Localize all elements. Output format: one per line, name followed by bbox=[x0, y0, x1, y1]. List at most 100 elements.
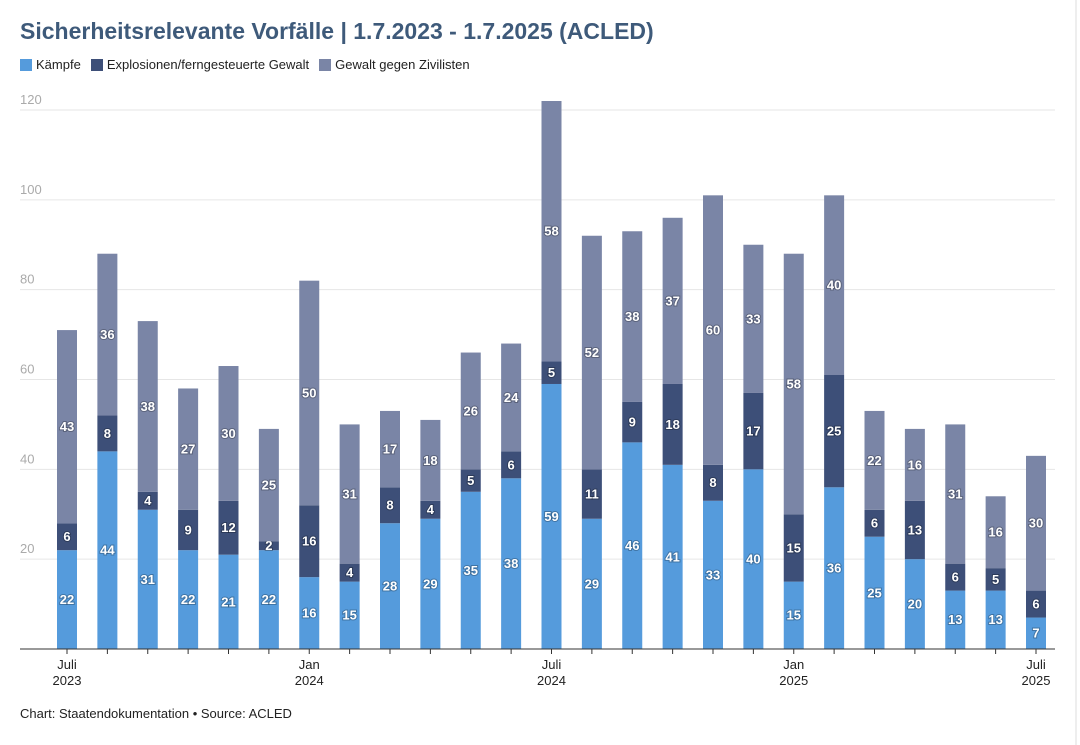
bar-segment bbox=[945, 563, 966, 591]
data-label: 25 bbox=[262, 477, 276, 492]
bar-segment bbox=[864, 410, 885, 510]
legend-item: Explosionen/ferngesteuerte Gewalt bbox=[90, 57, 309, 72]
bar-segment bbox=[218, 500, 239, 555]
data-label: 8 bbox=[709, 475, 716, 490]
data-label: 38 bbox=[141, 399, 155, 414]
bar-segment bbox=[622, 442, 643, 649]
data-label: 13 bbox=[988, 612, 1002, 627]
x-tick-label: Juli 2024 bbox=[537, 657, 566, 688]
data-label: 41 bbox=[665, 549, 679, 564]
data-label: 5 bbox=[992, 572, 999, 587]
bar-segment bbox=[541, 383, 562, 649]
data-label: 18 bbox=[665, 417, 679, 432]
data-label: 6 bbox=[871, 516, 878, 531]
bar-segment bbox=[1026, 590, 1046, 618]
bar-segment bbox=[339, 581, 360, 649]
bar-segment bbox=[864, 536, 885, 649]
data-label: 52 bbox=[585, 345, 599, 360]
data-label: 28 bbox=[383, 579, 397, 594]
bar-segment bbox=[783, 253, 804, 515]
data-label: 31 bbox=[141, 572, 155, 587]
data-label: 33 bbox=[746, 311, 760, 326]
y-tick-label: 80 bbox=[20, 272, 34, 287]
bar-segment bbox=[743, 392, 764, 470]
bar-segment bbox=[218, 366, 239, 501]
data-label: 30 bbox=[221, 426, 235, 441]
data-label: 12 bbox=[221, 520, 235, 535]
data-label: 40 bbox=[827, 278, 841, 293]
bar-segment bbox=[258, 541, 279, 551]
bar-segment bbox=[339, 563, 360, 582]
bar-segment bbox=[501, 478, 522, 649]
bar-segment bbox=[743, 244, 764, 393]
legend-swatch bbox=[319, 58, 332, 71]
data-label: 21 bbox=[221, 594, 235, 609]
bar-segment bbox=[581, 469, 602, 519]
bar-segment bbox=[703, 500, 723, 649]
data-label: 25 bbox=[867, 585, 881, 600]
data-label: 4 bbox=[144, 493, 152, 508]
legend: Kämpfe Explosionen/ferngesteuerte Gewalt G… bbox=[20, 57, 470, 72]
chart-title: Sicherheitsrelevante Vorfälle | 1.7.2023… bbox=[20, 18, 654, 44]
bar-segment bbox=[380, 523, 400, 649]
bar-segment bbox=[460, 491, 481, 649]
data-label: 13 bbox=[908, 522, 922, 537]
data-label: 16 bbox=[988, 525, 1002, 540]
data-label: 4 bbox=[427, 502, 435, 517]
bar-segment bbox=[299, 280, 320, 506]
y-tick-label: 20 bbox=[20, 541, 34, 556]
data-label: 11 bbox=[585, 486, 599, 501]
legend-label: Kämpfe bbox=[36, 57, 81, 72]
bar-segment bbox=[501, 451, 522, 479]
bar-segment bbox=[460, 469, 481, 492]
legend-swatch bbox=[20, 58, 32, 71]
bar-segment bbox=[581, 518, 602, 649]
bar-segment bbox=[178, 388, 199, 510]
bar-segment bbox=[864, 509, 885, 537]
bar-segment bbox=[904, 428, 925, 501]
data-label: 36 bbox=[100, 327, 114, 342]
data-label: 22 bbox=[60, 592, 74, 607]
bar-segment bbox=[824, 195, 845, 375]
bar-segment bbox=[662, 383, 683, 465]
legend-item: Kämpfe bbox=[20, 57, 81, 72]
legend-swatch bbox=[90, 58, 103, 71]
x-tick-label: Jan 2024 bbox=[294, 657, 324, 688]
data-label: 38 bbox=[625, 309, 639, 324]
footer: Chart: Staatendokumentation • Source: AC… bbox=[20, 706, 292, 721]
data-label: 17 bbox=[383, 442, 397, 457]
data-label: 6 bbox=[508, 457, 515, 472]
data-label: 4 bbox=[346, 565, 354, 580]
bar-segment bbox=[904, 500, 925, 560]
bar-segment bbox=[541, 101, 562, 362]
data-label: 20 bbox=[908, 597, 922, 612]
bar-segment bbox=[662, 217, 683, 384]
bar-segment bbox=[299, 505, 320, 578]
data-label: 29 bbox=[585, 576, 599, 591]
bar-segment bbox=[420, 500, 441, 519]
bar-segment bbox=[1026, 617, 1046, 649]
data-label: 29 bbox=[423, 576, 437, 591]
data-label: 6 bbox=[952, 570, 959, 585]
x-tick-label: Jan 2025 bbox=[779, 657, 809, 688]
bar-segment bbox=[420, 419, 441, 501]
bar-segment bbox=[339, 424, 360, 564]
data-label: 15 bbox=[787, 608, 801, 623]
data-label: 60 bbox=[706, 323, 720, 338]
bar-segment bbox=[178, 509, 199, 551]
data-label: 15 bbox=[787, 540, 801, 555]
bar-segment bbox=[824, 375, 845, 488]
bar-segment bbox=[985, 590, 1006, 649]
legend-item: Gewalt gegen Zivilisten bbox=[319, 57, 470, 72]
bar-segment bbox=[299, 577, 320, 649]
data-label: 58 bbox=[544, 224, 558, 239]
bar-segment bbox=[581, 235, 602, 470]
data-label: 9 bbox=[629, 415, 636, 430]
bar-segment bbox=[97, 415, 118, 452]
bar-segment bbox=[57, 523, 77, 551]
bar-segment bbox=[97, 451, 118, 649]
data-label: 13 bbox=[948, 612, 962, 627]
data-label: 27 bbox=[181, 442, 195, 457]
